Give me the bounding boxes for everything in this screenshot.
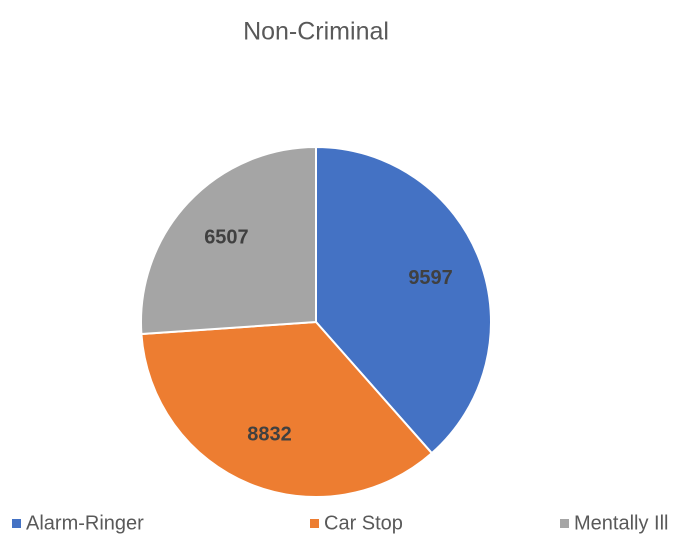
pie-slice <box>315 145 492 455</box>
legend-label: Car Stop <box>324 512 403 534</box>
legend-swatch <box>12 519 21 528</box>
data-label: 6507 <box>204 227 249 249</box>
legend-label: Mentally Ill <box>574 512 668 534</box>
pie-slice <box>140 145 317 336</box>
data-label: 8832 <box>247 424 292 446</box>
pie-slice <box>140 320 434 498</box>
legend-swatch <box>560 519 569 528</box>
legend-swatch <box>310 519 319 528</box>
data-label: 9597 <box>408 267 453 289</box>
chart-title: Non-Criminal <box>243 18 389 46</box>
legend-label: Alarm-Ringer <box>26 512 144 534</box>
